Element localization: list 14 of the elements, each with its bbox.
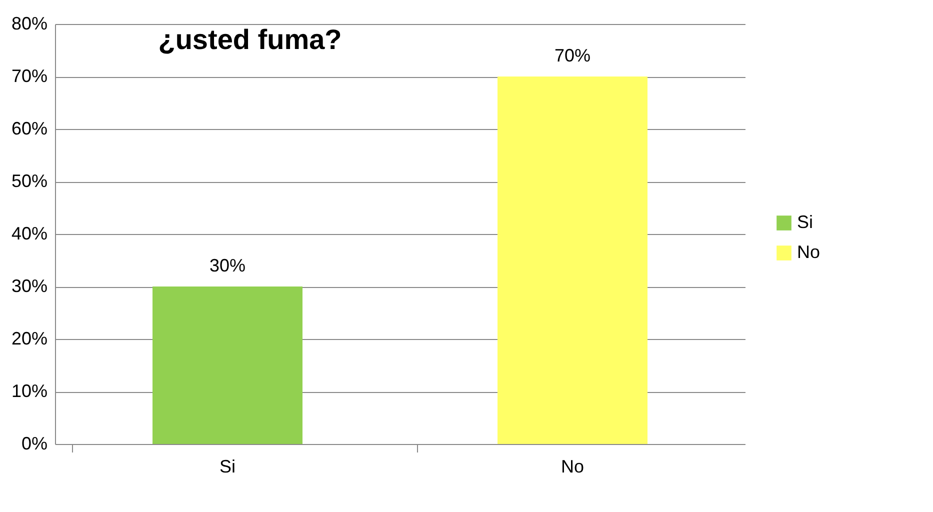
y-tick-label: 80% [11,14,48,34]
data-label: 70% [554,46,591,66]
y-tick-label: 60% [11,118,48,138]
chart-title: ¿usted fuma? [158,24,342,55]
legend-label: Si [797,212,814,232]
y-tick-label: 0% [21,434,48,454]
y-tick-label: 70% [11,66,48,86]
y-tick-label: 20% [11,328,48,348]
y-tick-label: 30% [11,276,48,296]
data-label: 30% [209,256,246,276]
y-tick-label: 10% [11,381,48,401]
y-tick-label: 50% [11,171,48,191]
y-tick-label: 40% [11,224,48,244]
legend-label: No [797,242,820,262]
